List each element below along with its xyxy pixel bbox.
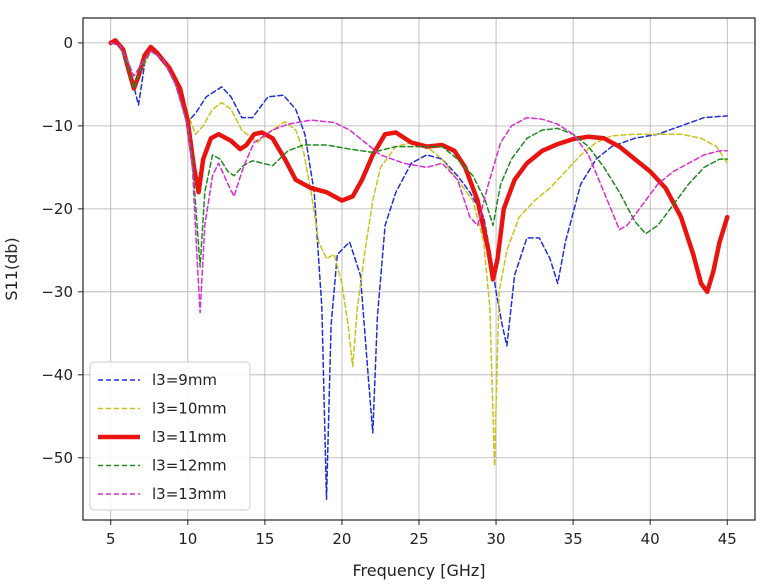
series-line-4 [109,42,729,268]
y-tick-label: −40 [41,366,73,384]
y-tick-label: −30 [41,283,73,301]
series-line-5 [109,42,729,314]
x-tick-label: 30 [487,530,506,548]
series-line-3 [108,38,730,295]
x-tick-label: 20 [332,530,351,548]
series-lines [108,38,730,501]
x-tick-label: 45 [718,530,737,548]
legend-label-3: l3=11mm [152,428,227,446]
x-tick-label: 35 [564,530,583,548]
legend: l3=9mm l3=10mm l3=11mm l3=12mm l3=13mm [89,361,251,511]
x-tick-label: 5 [106,530,116,548]
y-tick-label: 0 [63,34,73,52]
legend-label-1: l3=9mm [152,371,217,389]
x-tick-label: 25 [409,530,428,548]
series-line-2 [109,42,729,467]
x-tick-label: 40 [641,530,660,548]
legend-label-4: l3=12mm [152,457,227,475]
axis-ticks: 5 10 15 20 25 30 35 40 45 0 −10 −20 −30 −40 −50 [41,34,736,548]
x-tick-label: 10 [178,530,197,548]
legend-label-5: l3=13mm [152,485,227,503]
x-axis-title: Frequency [GHz] [352,561,485,580]
y-tick-label: −20 [41,200,73,218]
legend-box [89,361,251,511]
legend-label-2: l3=10mm [152,400,227,418]
y-tick-label: −50 [41,449,73,467]
y-axis-title: S11(db) [2,237,21,300]
x-tick-label: 15 [255,530,274,548]
y-tick-label: −10 [41,117,73,135]
